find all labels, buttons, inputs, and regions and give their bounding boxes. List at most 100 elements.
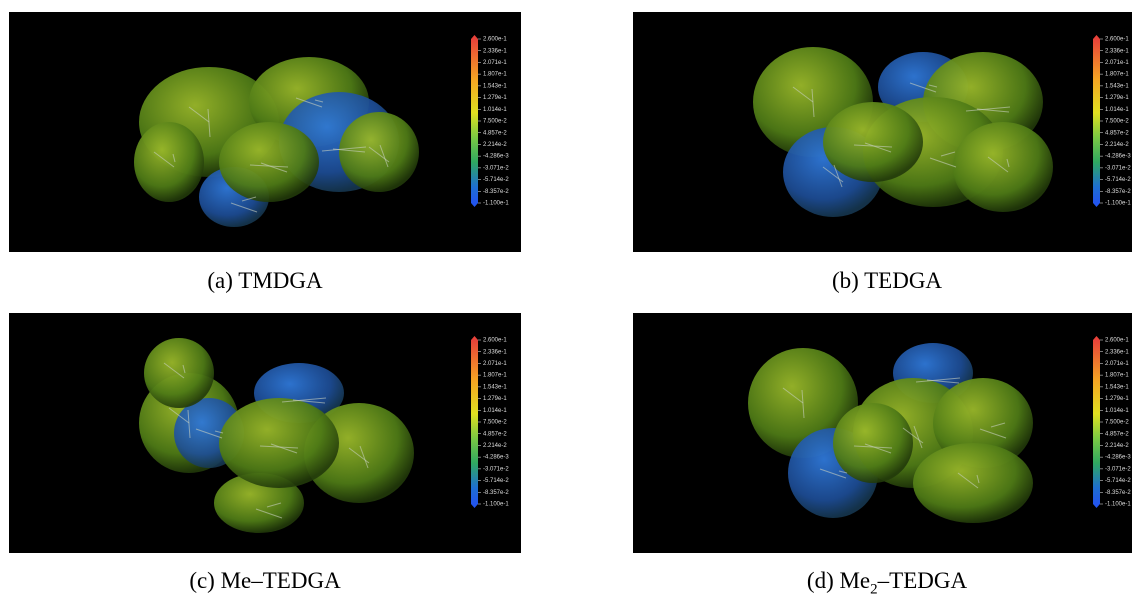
colorbar-label: -1.100e-1 (1105, 502, 1131, 508)
colorbar-label: 2.071e-1 (1105, 60, 1129, 66)
colorbar-label: 1.279e-1 (1105, 396, 1129, 402)
colorbar-label: 1.543e-1 (483, 83, 507, 89)
colorbar-label: -8.357e-2 (483, 490, 509, 496)
colorbar (1093, 340, 1100, 504)
colorbar-label: 2.214e-2 (1105, 142, 1129, 148)
colorbar (471, 340, 478, 504)
colorbar-label: 4.857e-2 (1105, 431, 1129, 437)
colorbar-cap (1093, 35, 1100, 39)
caption-part: (c) (189, 568, 215, 593)
colorbar-label: 2.071e-1 (483, 60, 507, 66)
colorbar-label: 1.807e-1 (483, 373, 507, 379)
colorbar-label: 2.600e-1 (483, 338, 507, 344)
colorbar-label: 2.336e-1 (1105, 48, 1129, 54)
caption: (c) Me–TEDGA (15, 568, 515, 594)
image-panel: 2.600e-1 2.336e-1 2.071e-1 1.807e-1 1.543e-1… (633, 12, 1132, 252)
colorbar-label: 1.543e-1 (483, 384, 507, 390)
molecule-image: 2.600e-1 2.336e-1 2.071e-1 1.807e-1 1.543e-1… (9, 12, 521, 252)
colorbar-label: 2.071e-1 (1105, 361, 1129, 367)
colorbar-label: 1.279e-1 (483, 95, 507, 101)
colorbar-label: 1.014e-1 (483, 408, 507, 414)
colorbar (471, 39, 478, 203)
colorbar-label: 2.214e-2 (483, 142, 507, 148)
colorbar-cap (1093, 504, 1100, 508)
colorbar-label: 2.600e-1 (1105, 37, 1129, 43)
caption-part: TMDGA (238, 268, 322, 293)
colorbar-cap (471, 203, 478, 207)
colorbar (1093, 39, 1100, 203)
caption-part: 2 (870, 582, 878, 598)
colorbar-cap (1093, 203, 1100, 207)
colorbar-label: -1.100e-1 (483, 502, 509, 508)
surface-blob (339, 112, 419, 192)
image-panel: 2.600e-1 2.336e-1 2.071e-1 1.807e-1 1.543e-1… (9, 313, 521, 553)
colorbar-label: -4.286e-3 (483, 154, 509, 160)
molecule-image: 2.600e-1 2.336e-1 2.071e-1 1.807e-1 1.543e-1… (9, 313, 521, 553)
colorbar-label: 2.214e-2 (1105, 443, 1129, 449)
colorbar-label: 4.857e-2 (1105, 130, 1129, 136)
caption-part: (a) (207, 268, 233, 293)
colorbar-cap (471, 504, 478, 508)
colorbar-label: 7.500e-2 (483, 420, 507, 426)
colorbar-label: 1.014e-1 (1105, 408, 1129, 414)
image-panel: 2.600e-1 2.336e-1 2.071e-1 1.807e-1 1.543e-1… (633, 313, 1132, 553)
caption-part: Me–TEDGA (221, 568, 341, 593)
surface-blob (953, 122, 1053, 212)
surface-blob (134, 122, 204, 202)
colorbar-label: -5.714e-2 (483, 177, 509, 183)
colorbar-label: 1.543e-1 (1105, 83, 1129, 89)
colorbar-label: -3.071e-2 (1105, 466, 1131, 472)
colorbar-label: 2.214e-2 (483, 443, 507, 449)
colorbar-label: -5.714e-2 (1105, 478, 1131, 484)
colorbar-label: -5.714e-2 (1105, 177, 1131, 183)
surface-blob (144, 338, 214, 408)
colorbar-label: -3.071e-2 (483, 165, 509, 171)
colorbar-cap (471, 35, 478, 39)
colorbar-label: -8.357e-2 (1105, 189, 1131, 195)
colorbar-label: 1.807e-1 (1105, 373, 1129, 379)
colorbar-label: 1.279e-1 (483, 396, 507, 402)
colorbar-label: 2.600e-1 (1105, 338, 1129, 344)
surface-blob (219, 122, 319, 202)
caption: (b) TEDGA (637, 268, 1132, 294)
colorbar-label: 1.543e-1 (1105, 384, 1129, 390)
colorbar-label: 7.500e-2 (1105, 119, 1129, 125)
colorbar-label: 4.857e-2 (483, 431, 507, 437)
molecule-image: 2.600e-1 2.336e-1 2.071e-1 1.807e-1 1.543e-1… (633, 12, 1132, 252)
colorbar-label: 2.336e-1 (1105, 349, 1129, 355)
figure: 2.600e-1 2.336e-1 2.071e-1 1.807e-1 1.543e-1… (0, 0, 1132, 598)
colorbar-label: 2.071e-1 (483, 361, 507, 367)
caption: (a) TMDGA (15, 268, 515, 294)
colorbar-label: 7.500e-2 (1105, 420, 1129, 426)
caption-part: –TEDGA (878, 568, 967, 593)
colorbar-label: 1.807e-1 (1105, 72, 1129, 78)
colorbar-label: 4.857e-2 (483, 130, 507, 136)
surface-blob (823, 102, 923, 182)
colorbar-cap (1093, 336, 1100, 340)
caption-part: TEDGA (864, 268, 942, 293)
surface-blob (219, 398, 339, 488)
colorbar-label: 2.600e-1 (483, 37, 507, 43)
colorbar-label: -5.714e-2 (483, 478, 509, 484)
colorbar-label: 1.014e-1 (483, 107, 507, 113)
colorbar-label: -4.286e-3 (483, 455, 509, 461)
caption-part: Me (839, 568, 870, 593)
colorbar-label: 7.500e-2 (483, 119, 507, 125)
colorbar-label: 1.807e-1 (483, 72, 507, 78)
molecule-image: 2.600e-1 2.336e-1 2.071e-1 1.807e-1 1.543e-1… (633, 313, 1132, 553)
colorbar-label: -8.357e-2 (1105, 490, 1131, 496)
caption-part: (b) (832, 268, 859, 293)
colorbar-label: -8.357e-2 (483, 189, 509, 195)
colorbar-cap (471, 336, 478, 340)
colorbar-label: 1.014e-1 (1105, 107, 1129, 113)
colorbar-label: 2.336e-1 (483, 48, 507, 54)
colorbar-label: -4.286e-3 (1105, 455, 1131, 461)
caption: (d) Me2–TEDGA (637, 568, 1132, 599)
colorbar-label: -3.071e-2 (1105, 165, 1131, 171)
image-panel: 2.600e-1 2.336e-1 2.071e-1 1.807e-1 1.543e-1… (9, 12, 521, 252)
surface-blob (833, 403, 913, 483)
surface-blob (913, 443, 1033, 523)
colorbar-label: -1.100e-1 (483, 201, 509, 207)
caption-part: (d) (807, 568, 834, 593)
colorbar-label: 2.336e-1 (483, 349, 507, 355)
